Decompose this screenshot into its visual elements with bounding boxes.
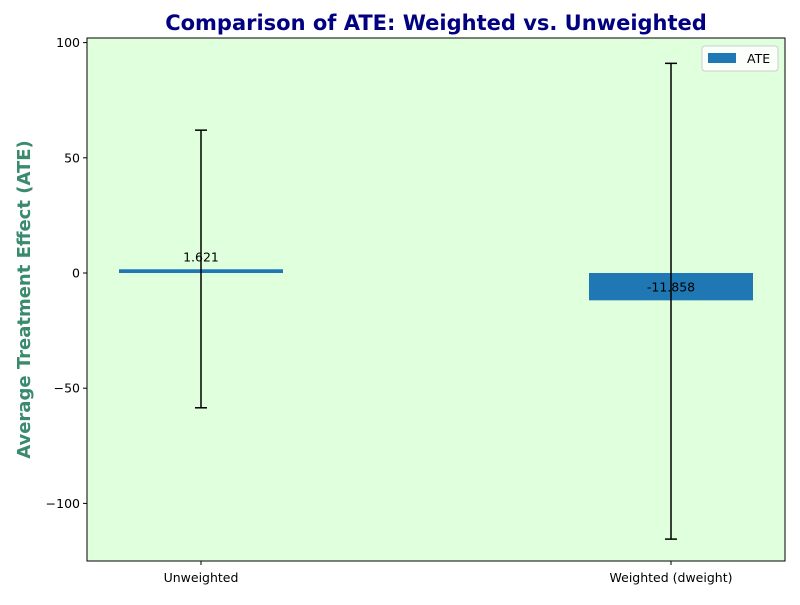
plot-frame bbox=[86, 37, 786, 562]
x-tick-label: Unweighted bbox=[164, 570, 239, 585]
x-axis: Unweighted Weighted (dweight) bbox=[164, 561, 733, 585]
y-tick-label: −50 bbox=[54, 381, 80, 396]
data-labels-layer: 1.621 -11.858 bbox=[183, 249, 695, 294]
y-tick-label: 50 bbox=[64, 150, 80, 165]
legend[interactable]: ATE bbox=[701, 45, 779, 72]
y-axis-label: Average Treatment Effect (ATE) bbox=[14, 140, 35, 459]
x-tick-label: Weighted (dweight) bbox=[610, 570, 733, 585]
chart-title: Comparison of ATE: Weighted vs. Unweight… bbox=[165, 11, 707, 35]
legend-swatch bbox=[708, 53, 736, 63]
legend-box bbox=[701, 45, 779, 72]
y-tick-label: 0 bbox=[72, 266, 80, 281]
error-bars-layer bbox=[195, 62, 677, 540]
y-axis: −100 −50 0 50 100 bbox=[46, 35, 87, 511]
legend-label: ATE bbox=[747, 51, 770, 66]
y-tick-label: −100 bbox=[46, 496, 80, 511]
data-label: 1.621 bbox=[183, 249, 219, 264]
data-label: -11.858 bbox=[647, 280, 695, 295]
y-tick-label: 100 bbox=[56, 35, 80, 50]
